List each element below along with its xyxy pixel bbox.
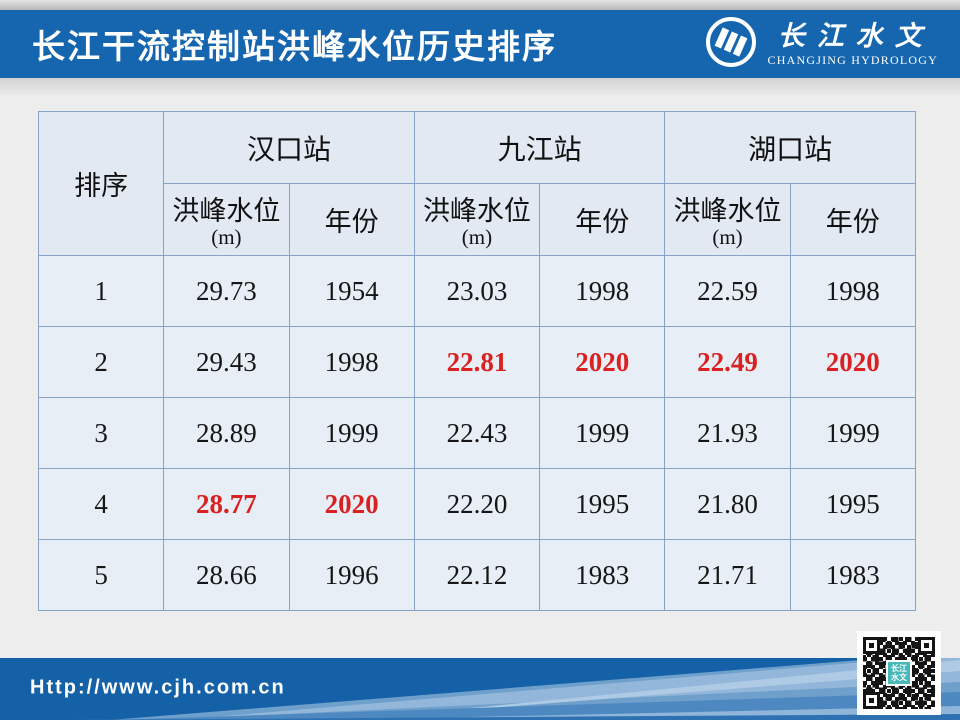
cell-year: 1999 [789, 397, 916, 469]
level-unit: (m) [461, 225, 493, 249]
cell-year: 1999 [539, 397, 666, 469]
cell-level: 21.80 [664, 468, 791, 540]
cell-rank: 1 [37, 255, 165, 327]
year-header-cell: 年份 [789, 183, 916, 256]
logo-text-cn: 长江水文 [777, 20, 934, 51]
station-header-jiujiang: 九江站 [413, 111, 666, 184]
year-header-cell: 年份 [288, 183, 415, 256]
table-row: 3 28.89 1999 22.43 1999 21.93 1999 [37, 397, 916, 469]
table-header-row-fields: 洪峰水位 (m) 年份 洪峰水位 (m) 年份 洪峰水位 (m) 年份 [39, 183, 916, 256]
level-header-cell: 洪峰水位 (m) [163, 183, 290, 256]
cell-year: 1983 [539, 539, 666, 611]
qr-pattern: 长江 水文 [863, 637, 935, 709]
cell-level: 29.73 [163, 255, 290, 327]
level-unit: (m) [712, 225, 743, 249]
table-row: 2 29.43 1998 22.81 2020 22.49 2020 [37, 326, 916, 398]
level-unit: (m) [211, 225, 242, 249]
cell-year: 1995 [789, 468, 916, 540]
level-header-cell: 洪峰水位 (m) [413, 183, 541, 256]
cell-level: 29.43 [163, 326, 290, 398]
footer-band: Http://www.cjh.com.cn [0, 658, 960, 720]
cell-year: 2020 [288, 468, 415, 540]
level-label: 洪峰水位 [673, 196, 782, 226]
qr-center-logo: 长江 水文 [886, 660, 912, 686]
table-row: 4 28.77 2020 22.20 1995 21.80 1995 [37, 468, 916, 540]
level-label: 洪峰水位 [422, 196, 531, 226]
cell-rank: 4 [37, 468, 165, 540]
cell-level: 21.71 [664, 539, 791, 611]
cell-year: 1998 [789, 255, 916, 327]
cell-level: 22.43 [413, 397, 541, 469]
qr-finder-icon [918, 637, 935, 654]
page-title: 长江干流控制站洪峰水位历史排序 [32, 30, 557, 66]
cell-rank: 3 [37, 397, 165, 469]
cell-level: 28.89 [163, 397, 290, 469]
qr-logo-line1: 长江 [891, 663, 907, 673]
website-url: Http://www.cjh.com.cn [30, 676, 286, 699]
cell-level: 21.93 [664, 397, 791, 469]
cell-level: 23.03 [413, 255, 541, 327]
logo-text: 长江水文 CHANGJING HYDROLOGY [767, 20, 938, 67]
cell-year: 1996 [288, 539, 415, 611]
level-header-cell: 洪峰水位 (m) [664, 183, 791, 256]
hydrology-logo-icon [704, 15, 758, 74]
cell-level: 28.77 [163, 468, 290, 540]
cell-level: 22.59 [664, 255, 791, 327]
top-strip [0, 0, 960, 10]
cell-level: 22.49 [664, 326, 791, 398]
table-row: 5 28.66 1996 22.12 1983 21.71 1983 [37, 539, 916, 611]
cell-year: 1998 [539, 255, 666, 327]
logo: 长江水文 CHANGJING HYDROLOGY [704, 15, 938, 74]
under-bar-strip [0, 78, 960, 95]
cell-year: 2020 [789, 326, 916, 398]
qr-finder-icon [863, 692, 880, 709]
cell-level: 22.12 [413, 539, 541, 611]
cell-year: 1954 [288, 255, 415, 327]
year-header-cell: 年份 [539, 183, 666, 256]
cell-year: 1983 [789, 539, 916, 611]
cell-year: 1998 [288, 326, 415, 398]
cell-year: 2020 [539, 326, 666, 398]
cell-level: 22.81 [413, 326, 541, 398]
logo-text-en: CHANGJING HYDROLOGY [767, 52, 938, 67]
station-header-hukou: 湖口站 [664, 111, 916, 184]
cell-rank: 5 [37, 539, 165, 611]
rank-header-cell: 排序 [37, 111, 165, 256]
footer-stripes [0, 658, 960, 720]
cell-year: 1995 [539, 468, 666, 540]
table-row: 1 29.73 1954 23.03 1998 22.59 1998 [37, 255, 916, 327]
cell-level: 22.20 [413, 468, 541, 540]
qr-code: 长江 水文 [857, 631, 941, 715]
table-container: 排序 汉口站 九江站 湖口站 洪峰水位 (m) 年份 洪峰水位 (m) 年份 [0, 95, 960, 611]
qr-finder-icon [863, 637, 880, 654]
station-header-hankou: 汉口站 [163, 111, 415, 184]
cell-year: 1999 [288, 397, 415, 469]
title-bar: 长江干流控制站洪峰水位历史排序 长江水文 CHANGJING HYDROLOGY [0, 10, 960, 78]
qr-logo-line2: 水文 [891, 673, 907, 682]
cell-level: 28.66 [163, 539, 290, 611]
table-header-row-stations: 排序 汉口站 九江站 湖口站 [37, 111, 916, 256]
level-label: 洪峰水位 [172, 196, 281, 226]
cell-rank: 2 [37, 326, 165, 398]
flood-level-table: 排序 汉口站 九江站 湖口站 洪峰水位 (m) 年份 洪峰水位 (m) 年份 [37, 111, 916, 611]
